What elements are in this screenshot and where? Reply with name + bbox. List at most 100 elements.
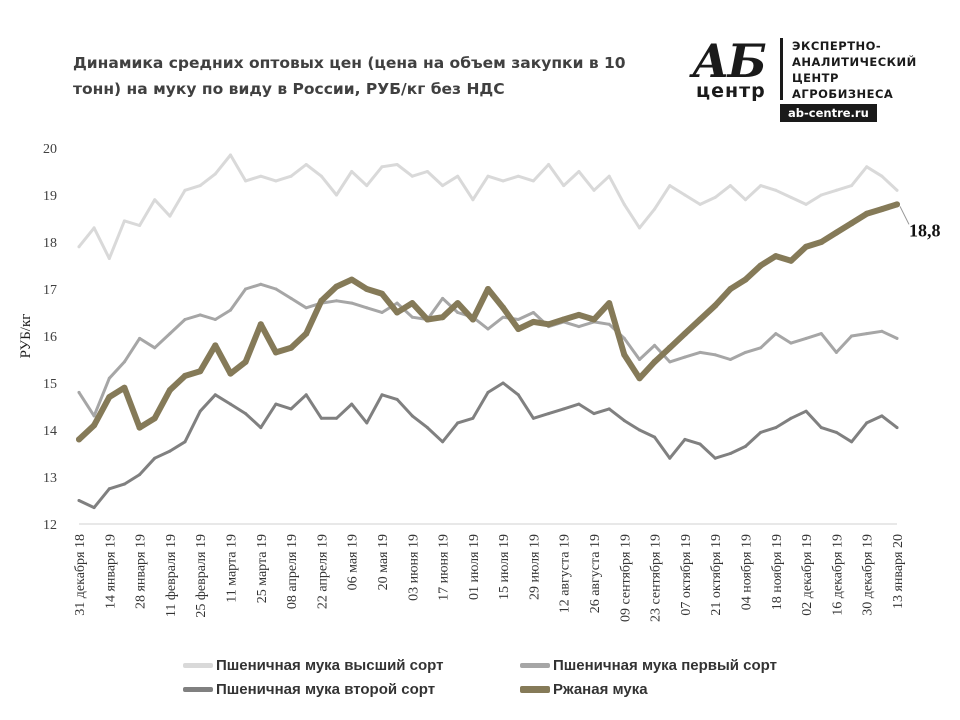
legend-item-wheat-premium: Пшеничная мука высший сорт [183, 654, 444, 676]
data-point-wheat-premium [668, 184, 672, 188]
data-point-wheat-second [744, 444, 747, 448]
data-point-rye [621, 351, 628, 358]
data-point-wheat-premium [547, 163, 551, 166]
data-point-wheat-first [229, 308, 232, 312]
data-point-rye [212, 342, 219, 349]
data-point-wheat-premium [759, 184, 763, 188]
y-tick-label: 15 [43, 377, 57, 392]
data-point-wheat-first [880, 329, 884, 333]
data-point-wheat-premium [622, 202, 626, 206]
data-point-wheat-first [92, 414, 96, 418]
data-point-wheat-second [380, 393, 384, 397]
data-point-rye [863, 210, 870, 217]
data-point-rye [742, 276, 749, 283]
data-point-wheat-first [698, 350, 702, 354]
data-point-rye [303, 330, 310, 337]
x-tick-label: 09 сентября 19 [618, 534, 633, 622]
x-tick-label: 11 февраля 19 [164, 534, 179, 617]
y-tick-label: 17 [43, 283, 57, 298]
data-point-wheat-premium [138, 224, 142, 227]
data-point-wheat-first [486, 327, 490, 331]
data-point-wheat-first [153, 346, 157, 350]
series-line-wheat-first [77, 282, 899, 418]
x-tick-label: 12 августа 19 [558, 534, 573, 613]
data-point-wheat-second [410, 414, 414, 418]
x-tick-label: 25 марта 19 [255, 534, 270, 603]
data-point-wheat-premium [92, 226, 96, 230]
x-tick-label: 17 июня 19 [437, 534, 452, 601]
data-point-wheat-premium [198, 184, 202, 188]
data-point-wheat-first [138, 336, 142, 340]
data-point-wheat-second [713, 456, 717, 460]
x-tick-label: 22 апреля 19 [315, 534, 330, 609]
data-point-wheat-second [335, 416, 338, 420]
data-point-wheat-premium [531, 179, 535, 183]
data-point-rye [91, 422, 98, 429]
annotation-leader [899, 206, 910, 225]
data-point-wheat-second [607, 407, 611, 411]
data-point-wheat-first [77, 390, 81, 394]
data-point-wheat-first [335, 299, 338, 303]
data-point-wheat-first [304, 306, 308, 310]
legend-item-rye: Ржаная мука [520, 678, 648, 700]
data-point-wheat-second [759, 430, 763, 434]
data-point-wheat-premium [319, 174, 323, 178]
data-point-rye [106, 394, 113, 401]
data-point-wheat-second [425, 426, 429, 430]
y-tick-label: 13 [43, 471, 57, 486]
data-point-wheat-second [107, 487, 111, 491]
logo-line-2: АНАЛИТИЧЕСКИЙ [792, 55, 917, 69]
data-point-wheat-premium [365, 184, 369, 188]
series-line-rye [76, 201, 900, 443]
data-point-rye [197, 368, 204, 375]
data-point-wheat-second [819, 426, 823, 430]
data-point-wheat-premium [304, 163, 308, 166]
data-point-wheat-second [274, 402, 278, 406]
data-point-wheat-second [77, 499, 81, 502]
ab-centre-logo: АБ центр ЭКСПЕРТНО- АНАЛИТИЧЕСКИЙ ЦЕНТР … [688, 34, 938, 126]
data-point-wheat-first [456, 311, 460, 314]
data-point-rye [242, 358, 249, 365]
data-point-wheat-premium [274, 179, 278, 183]
data-point-wheat-premium [471, 198, 475, 202]
data-point-wheat-premium [259, 174, 263, 178]
data-point-wheat-first [259, 282, 263, 286]
data-point-rye [848, 220, 855, 227]
data-point-wheat-premium [486, 174, 490, 178]
data-point-wheat-premium [713, 195, 717, 199]
data-point-wheat-premium [819, 193, 823, 197]
data-point-wheat-premium [865, 165, 869, 169]
data-point-wheat-second [531, 416, 535, 420]
data-point-rye [394, 309, 401, 316]
data-point-rye [878, 206, 885, 213]
data-point-wheat-premium [456, 174, 460, 178]
data-point-wheat-second [244, 412, 248, 416]
data-point-wheat-second [138, 473, 142, 477]
data-point-wheat-premium [122, 219, 126, 223]
legend-item-wheat-second: Пшеничная мука второй сорт [183, 678, 435, 700]
series-layer [76, 153, 900, 510]
data-point-wheat-premium [183, 188, 187, 192]
data-point-wheat-second [562, 407, 566, 411]
data-point-wheat-second [547, 412, 551, 416]
legend-label-wheat-first: Пшеничная мука первый сорт [553, 656, 777, 674]
data-point-rye [530, 318, 537, 325]
data-point-rye [803, 243, 810, 250]
data-point-wheat-premium [335, 193, 338, 197]
legend-label-wheat-second: Пшеничная мука второй сорт [216, 680, 436, 698]
data-point-rye [454, 300, 461, 307]
data-point-wheat-premium [774, 188, 778, 192]
data-point-wheat-second [592, 412, 596, 416]
data-point-wheat-premium [168, 214, 172, 218]
legend-swatch-wheat-first [520, 662, 550, 668]
logo-divider [780, 38, 783, 100]
data-point-wheat-premium [289, 174, 293, 178]
data-point-rye [788, 257, 794, 264]
data-point-wheat-second [668, 456, 672, 460]
data-point-wheat-premium [153, 198, 157, 202]
data-point-rye [121, 384, 128, 391]
series-wheat-premium [77, 153, 899, 260]
data-point-rye [363, 286, 370, 292]
data-point-wheat-second [834, 430, 838, 434]
data-point-rye [318, 297, 325, 304]
